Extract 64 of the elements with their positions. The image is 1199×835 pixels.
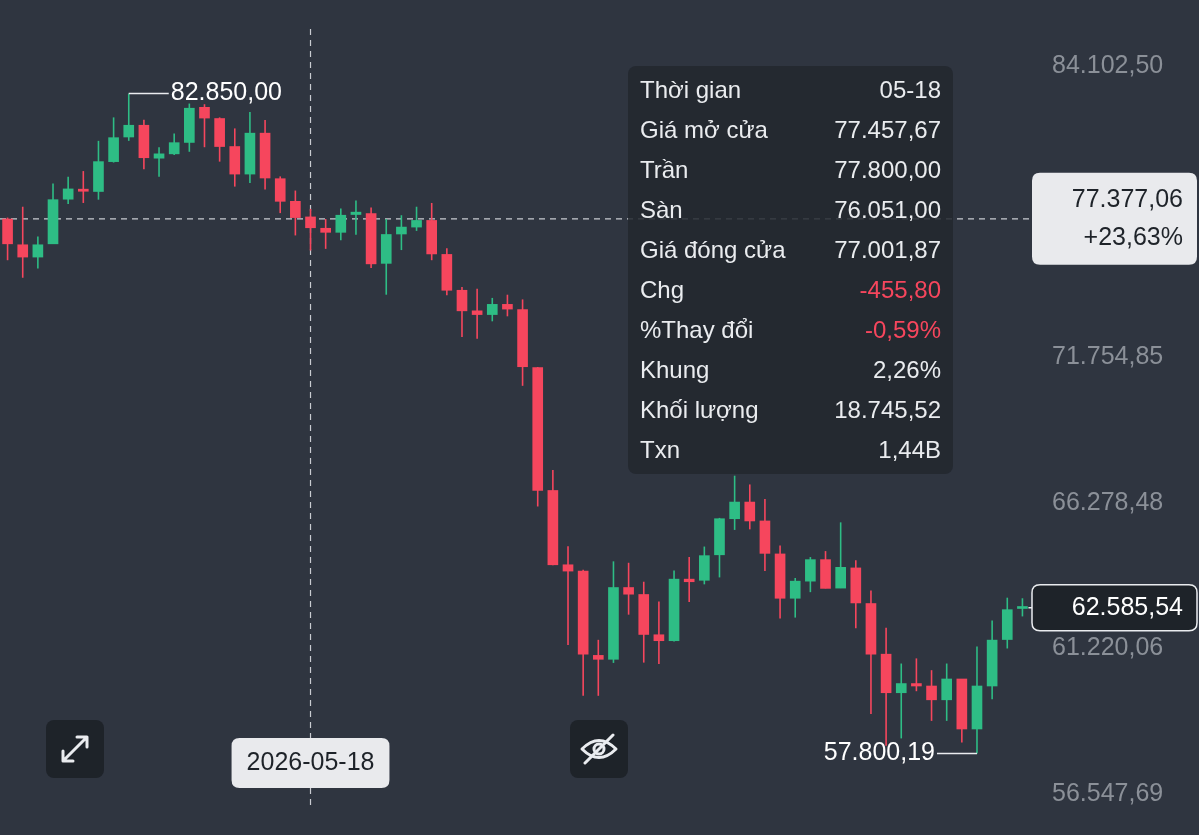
- candlestick: [290, 189, 301, 237]
- candlestick: [895, 662, 907, 740]
- annotation: Chg: [640, 275, 685, 305]
- annotation: %Thay đổi: [640, 315, 754, 345]
- annotation: 2,26%: [872, 355, 941, 385]
- annotation: 76.051,00: [834, 195, 941, 225]
- y-tick-label: 66.278,48: [1052, 486, 1164, 515]
- candlestick: [274, 175, 286, 214]
- candlestick: [926, 669, 937, 722]
- annotation: Giá mở cửa: [640, 115, 768, 145]
- candlestick: [168, 132, 180, 156]
- annotation: 77.800,00: [834, 155, 941, 185]
- text: 62.585,54: [1071, 591, 1184, 620]
- y-tick-label: 71.754,85: [1052, 341, 1164, 370]
- candlestick: [350, 199, 362, 236]
- annotation: Sàn: [640, 195, 683, 225]
- candlestick: [396, 214, 407, 251]
- annotation: 18.745,52: [834, 395, 941, 425]
- annotation: 77.001,87: [834, 235, 941, 265]
- candlestick: [729, 474, 740, 531]
- annotation: Khối lượng: [640, 395, 759, 425]
- y-tick-label: 56.547,69: [1052, 777, 1164, 806]
- candlestick: [835, 521, 846, 589]
- candlestick: [562, 545, 574, 646]
- candlestick: [683, 556, 695, 603]
- candlestick: [456, 286, 468, 338]
- annotation: -0,59%: [864, 315, 941, 345]
- x-tick-label: 2026-05-18: [246, 746, 375, 775]
- annotation: Trần: [640, 155, 689, 185]
- candlestick: [592, 639, 604, 697]
- candlestick: [744, 483, 756, 531]
- candlestick: [32, 235, 44, 270]
- candlestick: [305, 208, 316, 252]
- candlestick: [153, 146, 165, 178]
- candlestick: [123, 92, 135, 142]
- candlestick: [623, 561, 634, 616]
- candlestick: [941, 662, 953, 722]
- candlestick: [77, 170, 89, 204]
- annotation: 77.457,67: [834, 115, 941, 145]
- annotation: Thời gian: [640, 75, 742, 105]
- candlestick: [653, 600, 665, 665]
- annotation: -455,80: [859, 275, 941, 305]
- annotation: 1,44B: [878, 435, 941, 465]
- candlestick: [502, 293, 513, 318]
- candlestick: [62, 176, 74, 205]
- candlestick: [411, 205, 422, 232]
- candlestick: [320, 218, 331, 250]
- y-tick-label: 61.220,06: [1052, 632, 1164, 661]
- y-tick-label: 84.102,50: [1052, 49, 1164, 78]
- candlestick: [17, 205, 29, 279]
- annotation: Giá đóng cửa: [640, 235, 786, 265]
- candlestick: [335, 207, 347, 242]
- candlestick: [789, 577, 801, 619]
- candlestick: [805, 556, 816, 593]
- annotation: 05-18: [879, 75, 941, 105]
- annotation: 57.800,19: [823, 737, 935, 766]
- annotation: 82.850,00: [170, 77, 282, 106]
- annotation: Txn: [640, 435, 681, 465]
- ref-line-label: 77.377,06 +23,63%: [1071, 183, 1183, 250]
- candlestick: [199, 103, 210, 149]
- candlestick: [486, 297, 498, 323]
- annotation: Khung: [640, 355, 710, 385]
- candlestick: [471, 287, 483, 340]
- candlestick: [911, 657, 922, 693]
